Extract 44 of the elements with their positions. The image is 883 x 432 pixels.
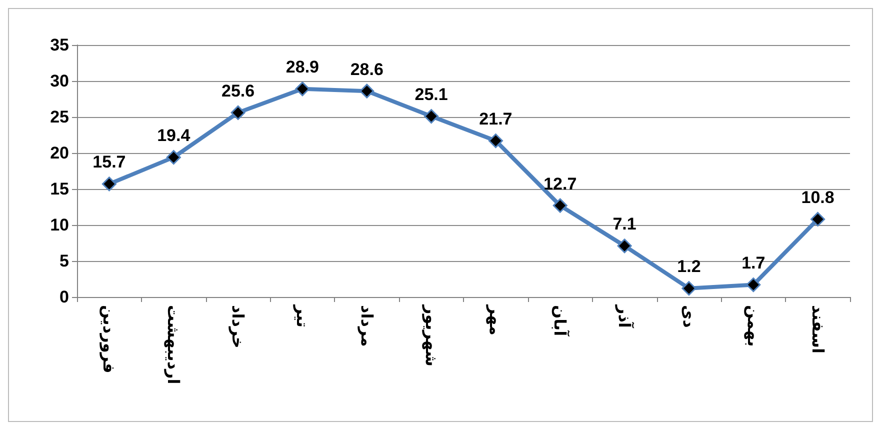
- y-tick-label: 15: [50, 180, 69, 198]
- data-label: 1.2: [677, 257, 701, 276]
- point: [102, 176, 116, 192]
- x-tick-label: آذر: [615, 304, 636, 328]
- point: [424, 109, 439, 124]
- data-label: 1.7: [742, 254, 766, 273]
- point: [682, 281, 696, 296]
- data-label: 10.8: [801, 188, 834, 207]
- point: [488, 134, 503, 148]
- data-label: 19.4: [157, 126, 191, 146]
- y-tick-label: 20: [50, 144, 69, 162]
- y-tick-label: 30: [50, 72, 69, 90]
- y-tick-label: 5: [60, 252, 69, 270]
- x-tick-label: آبان: [550, 305, 571, 337]
- data-label: 12.7: [544, 174, 577, 194]
- x-tick-label: فروردین: [100, 305, 119, 374]
- data-label: 28.9: [286, 58, 320, 77]
- point: [360, 84, 374, 98]
- x-tick-label: اسفند: [808, 305, 828, 354]
- point: [166, 150, 181, 165]
- x-tick-label: تیر: [292, 304, 312, 328]
- y-tick-label: 35: [50, 36, 69, 54]
- y-tick-label: 25: [50, 108, 69, 126]
- point: [552, 198, 568, 213]
- data-label: 25.6: [221, 81, 255, 100]
- x-tick-label: دی: [679, 305, 698, 328]
- data-label: 28.6: [350, 60, 384, 79]
- x-tick-label: بهمن: [744, 305, 763, 347]
- y-tick-label: 0: [60, 288, 69, 306]
- point: [295, 82, 310, 96]
- x-tick-label: مرداد: [357, 305, 376, 347]
- x-tick-label: خرداد: [228, 305, 248, 348]
- data-label: 15.7: [92, 152, 126, 172]
- point: [617, 238, 632, 254]
- data-label: 25.1: [414, 85, 448, 104]
- y-tick-label: 10: [50, 216, 69, 234]
- x-tick-label: مهر: [486, 304, 506, 336]
- x-tick-label: شهریور: [422, 304, 441, 366]
- x-tick-label: اردیبهشت: [164, 305, 184, 384]
- point: [810, 212, 826, 226]
- data-label: 21.7: [479, 110, 512, 129]
- data-label: 7.1: [612, 214, 636, 234]
- point: [230, 105, 246, 120]
- point: [746, 278, 761, 292]
